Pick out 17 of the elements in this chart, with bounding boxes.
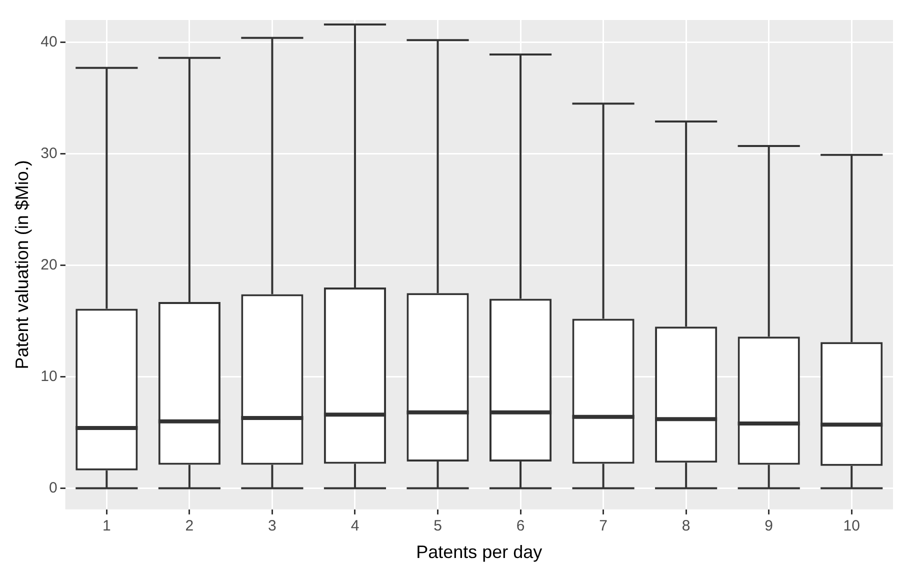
- x-tick-label: 9: [764, 518, 774, 535]
- y-tick-label: 30: [40, 144, 58, 162]
- x-tick-label: 1: [102, 518, 111, 535]
- x-tick-label: 7: [599, 518, 608, 535]
- x-tick-label: 8: [682, 518, 690, 535]
- y-tick-label: 0: [48, 479, 58, 496]
- x-tick-label: 2: [185, 518, 194, 535]
- x-tick-label: 4: [350, 518, 360, 535]
- x-tick-label: 6: [516, 518, 525, 535]
- x-tick-label: 5: [434, 518, 442, 535]
- x-tick-label: 10: [843, 518, 860, 535]
- x-axis-title: Patents per day: [416, 542, 542, 562]
- y-tick-label: 40: [40, 33, 58, 50]
- x-tick-label: 3: [268, 518, 276, 535]
- y-tick-label: 20: [40, 256, 58, 274]
- y-axis-title: Patent valuation (in $Mio.): [12, 160, 32, 370]
- y-tick-label: 10: [40, 368, 58, 385]
